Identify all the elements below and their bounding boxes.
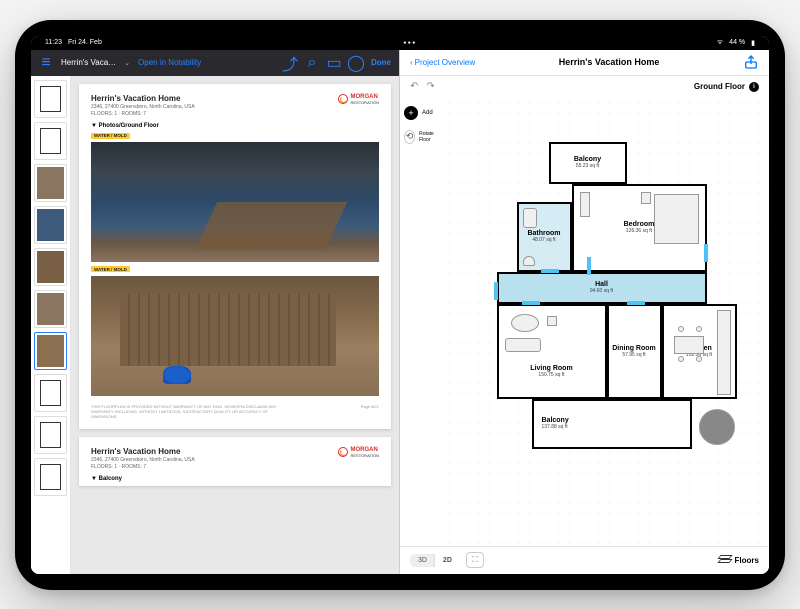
back-button[interactable]: ‹ Project Overview — [410, 58, 475, 67]
disclaimer: THIS FLOORPLAN IS PROVIDED WITHOUT WARRA… — [91, 404, 293, 419]
photo-tag: WATER / MOLD — [91, 133, 130, 139]
room-bathroom[interactable]: Bathroom 48.07 sq ft — [517, 202, 572, 272]
share-icon[interactable] — [743, 54, 759, 70]
seg-2d[interactable]: 2D — [435, 554, 460, 567]
add-tool[interactable]: + Add — [404, 106, 440, 120]
rotate-tool[interactable]: ⟲ Rotate Floor — [404, 130, 440, 144]
page-thumb[interactable] — [34, 458, 67, 496]
floors-button[interactable]: Floors — [719, 555, 759, 565]
view-segment[interactable]: 3D 2D — [410, 554, 460, 567]
page-thumb-selected[interactable] — [34, 332, 67, 370]
room-kitchen[interactable]: Kitchen 102.56 sq ft — [662, 304, 737, 399]
room-balcony[interactable]: Balcony 55.23 sq ft — [549, 142, 627, 184]
undo-button[interactable]: ↶ — [410, 81, 418, 92]
doc-meta: FLOORS: 1 · ROOMS: 7 — [91, 464, 195, 470]
doc-title: Herrin's Vacation Home — [91, 447, 195, 456]
page-title: Herrin's Vacation Home — [475, 57, 743, 67]
floors-label: Floors — [735, 556, 759, 565]
right-toolbar: ‹ Project Overview Herrin's Vacation Hom… — [400, 50, 769, 76]
floorplan: Balcony 55.23 sq ft Bathroom 48.07 sq ft — [477, 142, 737, 502]
share-icon[interactable]: ⤴ — [283, 56, 297, 70]
rotate-label: Rotate Floor — [419, 131, 440, 143]
right-footer: 3D 2D ⛶ Floors — [400, 546, 769, 574]
page-thumb[interactable] — [34, 80, 67, 118]
search-icon[interactable]: ⌕ — [305, 56, 319, 70]
document-scroll[interactable]: Herrin's Vacation Home 2346, 27400 Green… — [71, 76, 399, 574]
chevron-left-icon: ‹ — [410, 58, 413, 67]
doc-page: Herrin's Vacation Home 2346, 27400 Green… — [79, 84, 391, 429]
wifi-icon: ᯤ — [717, 38, 723, 47]
status-date: Fri 24. Feb — [68, 39, 102, 46]
sub-toolbar: ↶ ↷ Ground Floor i — [400, 76, 769, 98]
doc-address: 2346, 27400 Greensboro, North Carolina, … — [91, 104, 195, 110]
open-in-app-link[interactable]: Open in Notability — [138, 58, 201, 67]
doc-title: Herrin's Vacation Home — [91, 94, 195, 103]
page-thumb[interactable] — [34, 290, 67, 328]
split-view: ≡ Herrin's Vaca… ⌄ Open in Notability ⤴ … — [31, 50, 769, 574]
page-thumb[interactable] — [34, 374, 67, 412]
expand-icon[interactable]: ⛶ — [466, 552, 484, 568]
back-label: Project Overview — [415, 58, 475, 67]
photo-tag: WATER / MOLD — [91, 266, 130, 272]
plan-tools: + Add ⟲ Rotate Floor — [400, 98, 444, 546]
battery-icon: ▮ — [751, 39, 755, 47]
page-number: Page 8/21 — [361, 404, 379, 419]
photo-interior-restoration — [91, 276, 379, 396]
brand-name: MORGAN — [350, 94, 379, 100]
pane-document-viewer: ≡ Herrin's Vaca… ⌄ Open in Notability ⤴ … — [31, 50, 400, 574]
page-thumb[interactable] — [34, 416, 67, 454]
brand-logo: MORGAN RESTORATION — [338, 94, 379, 105]
brand-sub: RESTORATION — [350, 100, 379, 105]
page-thumb[interactable] — [34, 206, 67, 244]
done-button[interactable]: Done — [371, 58, 391, 67]
doc-meta: FLOORS: 1 · ROOMS: 7 — [91, 111, 195, 117]
brand-logo: MORGAN RESTORATION — [338, 447, 379, 458]
status-bar: 11:23 Fri 24. Feb ● ● ● ᯤ 44 % ▮ — [31, 36, 769, 50]
redo-button[interactable]: ↷ — [426, 81, 434, 92]
doc-page: Herrin's Vacation Home 2346, 27400 Green… — [79, 437, 391, 486]
room-living[interactable]: Living Room 150.75 sq ft — [497, 304, 607, 399]
room-hall[interactable]: Hall 94.60 sq ft — [497, 272, 707, 304]
floor-label: Ground Floor — [694, 82, 745, 91]
screen: 11:23 Fri 24. Feb ● ● ● ᯤ 44 % ▮ ≡ Herri… — [31, 36, 769, 574]
room-bedroom[interactable]: Bedroom 126.36 sq ft — [572, 184, 707, 272]
page-thumb[interactable] — [34, 248, 67, 286]
floorplan-canvas[interactable]: Balcony 55.23 sq ft Bathroom 48.07 sq ft — [444, 98, 769, 546]
thumbnail-sidebar[interactable] — [31, 76, 71, 574]
page-thumb[interactable] — [34, 122, 67, 160]
section-label: ▼ Balcony — [91, 476, 379, 482]
doc-title-short[interactable]: Herrin's Vaca… — [61, 58, 116, 67]
info-icon[interactable]: i — [749, 82, 759, 92]
status-battery: 44 % — [729, 39, 745, 46]
draw-icon[interactable]: ◯ — [349, 56, 363, 70]
page-thumb[interactable] — [34, 164, 67, 202]
section-label: ▼ Photos/Ground Floor — [91, 123, 379, 129]
highlight-icon[interactable]: ▭ — [327, 56, 341, 70]
pane-floorplan: ‹ Project Overview Herrin's Vacation Hom… — [400, 50, 769, 574]
add-label: Add — [422, 110, 433, 116]
tablet-frame: 11:23 Fri 24. Feb ● ● ● ᯤ 44 % ▮ ≡ Herri… — [15, 20, 785, 590]
menu-icon[interactable]: ≡ — [39, 56, 53, 70]
photo-flood-damage — [91, 142, 379, 262]
room-dining[interactable]: Dining Room 57.95 sq ft — [607, 304, 662, 399]
floor-selector[interactable]: Ground Floor i — [694, 82, 759, 92]
room-balcony-2[interactable]: Balcony 137.88 sq ft — [532, 399, 692, 449]
status-time: 11:23 — [45, 39, 62, 46]
floors-icon — [719, 555, 731, 565]
left-toolbar: ≡ Herrin's Vaca… ⌄ Open in Notability ⤴ … — [31, 50, 399, 76]
chevron-down-icon[interactable]: ⌄ — [124, 59, 130, 67]
seg-3d[interactable]: 3D — [410, 554, 435, 567]
doc-address: 2346, 27400 Greensboro, North Carolina, … — [91, 457, 195, 463]
